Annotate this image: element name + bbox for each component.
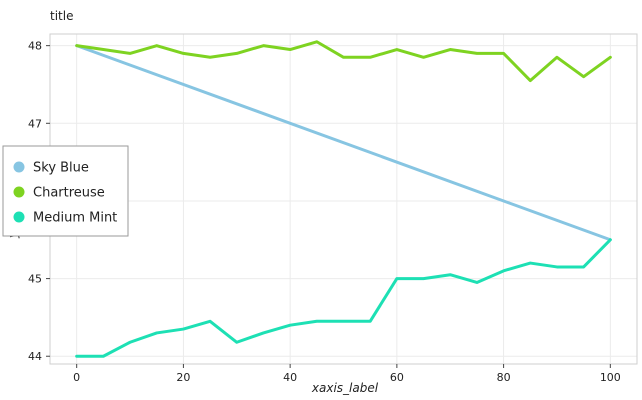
x-tick-label: 20: [176, 371, 190, 384]
y-tick-label: 48: [28, 40, 42, 53]
legend-marker-medium-mint: [13, 211, 25, 223]
chart-title: title: [50, 9, 73, 23]
legend: Sky Blue Chartreuse Medium Mint: [2, 145, 129, 237]
x-tick-label: 40: [283, 371, 297, 384]
legend-marker-sky-blue: [13, 161, 25, 173]
y-tick-label: 47: [28, 117, 42, 130]
x-tick-label: 60: [390, 371, 404, 384]
x-tick-label: 100: [600, 371, 621, 384]
x-tick-label: 0: [73, 371, 80, 384]
legend-marker-chartreuse: [13, 186, 25, 198]
plot-frame: [49, 33, 638, 365]
series-line-medium-mint: [75, 238, 612, 358]
x-axis-label: xaxis_label: [311, 381, 379, 395]
grid: [50, 34, 637, 364]
legend-label-chartreuse: Chartreuse: [33, 186, 105, 201]
x-tick-label: 80: [497, 371, 511, 384]
series-layer: [75, 40, 612, 358]
legend-label-medium-mint: Medium Mint: [33, 211, 117, 226]
legend-label-sky-blue: Sky Blue: [33, 161, 89, 176]
series-line-sky-blue: [75, 44, 612, 242]
y-tick-label: 45: [28, 273, 42, 286]
y-tick-label: 44: [28, 350, 42, 363]
series-line-chartreuse: [75, 40, 612, 83]
